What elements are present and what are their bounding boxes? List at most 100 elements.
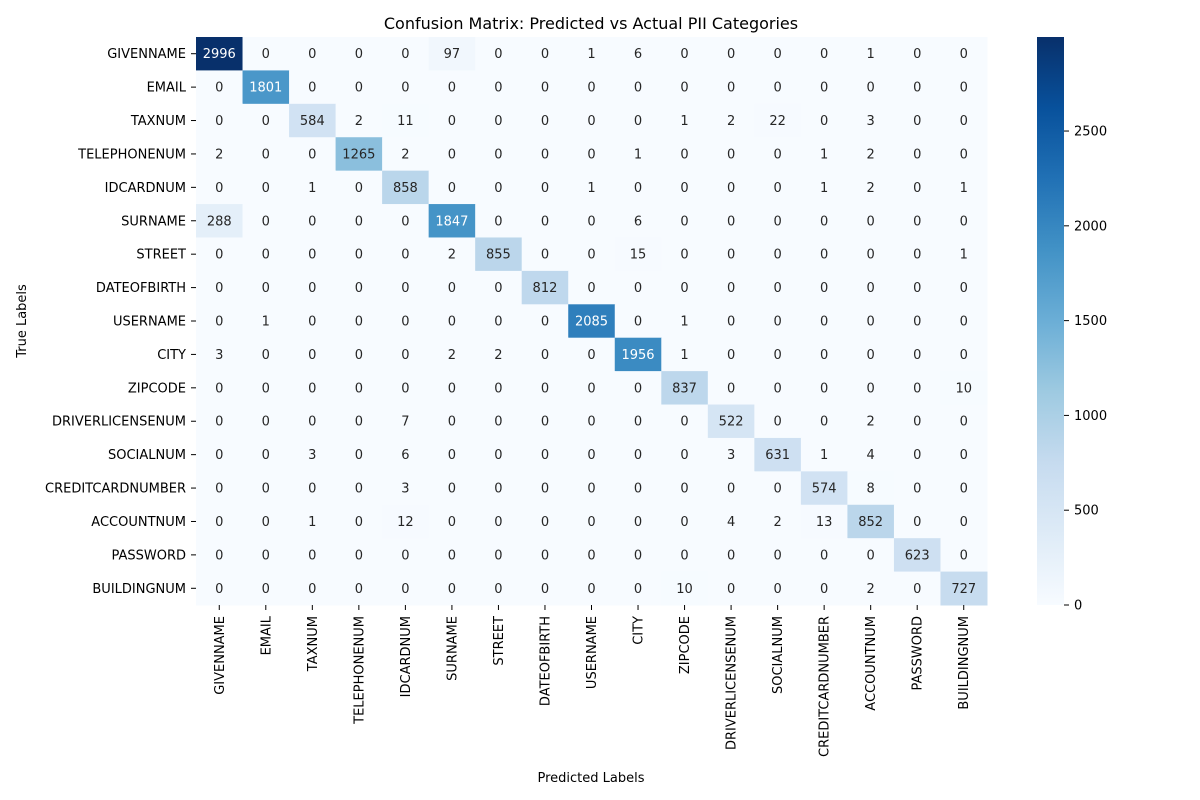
cell-value-label: 0 — [541, 47, 549, 62]
cell-value-label: 0 — [262, 482, 270, 497]
cell-value-label: 1 — [587, 47, 595, 62]
heatmap-cell — [847, 170, 895, 205]
heatmap-cell — [382, 437, 430, 472]
heatmap-cell — [847, 304, 895, 339]
heatmap-cell — [382, 137, 430, 172]
cell-value-label: 0 — [448, 448, 456, 463]
heatmap-cell — [614, 304, 662, 339]
heatmap-cell — [475, 237, 523, 272]
cell-value-label: 97 — [444, 47, 461, 62]
heatmap-cell — [614, 471, 662, 506]
heatmap-cell — [335, 404, 383, 439]
heatmap-cell — [475, 204, 523, 238]
cell-value-label: 0 — [727, 248, 735, 263]
heatmap-cell — [940, 504, 988, 539]
cell-value-label: 0 — [913, 181, 921, 196]
cell-value-label: 0 — [262, 348, 270, 363]
heatmap-cell — [428, 270, 476, 305]
heatmap-cell — [707, 504, 755, 539]
cell-value-label: 0 — [587, 482, 595, 497]
cell-value-label: 0 — [867, 214, 875, 229]
cell-value-label: 0 — [960, 448, 968, 463]
heatmap-cell — [521, 37, 569, 71]
heatmap-cell — [475, 471, 523, 506]
x-tick-label: PASSWORD — [911, 616, 926, 691]
cell-value-label: 0 — [215, 281, 223, 296]
cell-value-label: 0 — [913, 415, 921, 430]
cell-value-label: 0 — [401, 348, 409, 363]
cell-value-label: 0 — [541, 348, 549, 363]
cell-value-label: 1 — [960, 181, 968, 196]
cell-value-label: 1 — [820, 147, 828, 162]
heatmap-cell — [196, 137, 244, 172]
cell-value-label: 0 — [587, 114, 595, 129]
y-tick-label: DRIVERLICENSENUM — [52, 415, 186, 430]
x-tick-label: USERNAME — [585, 616, 600, 689]
cell-value-label: 2 — [494, 348, 502, 363]
cell-value-label: 0 — [308, 548, 316, 563]
heatmap-cell — [289, 337, 337, 372]
y-tick-label: ACCOUNTNUM — [91, 515, 186, 530]
cell-value-label: 0 — [680, 482, 688, 497]
cell-value-label: 0 — [960, 147, 968, 162]
cell-value-label: 0 — [587, 548, 595, 563]
cell-value-label: 288 — [207, 214, 232, 229]
cell-value-label: 0 — [308, 415, 316, 430]
heatmap-cell — [847, 571, 895, 606]
heatmap-cell — [800, 504, 848, 539]
heatmap-cell — [614, 204, 662, 238]
cell-value-label: 0 — [448, 114, 456, 129]
cell-value-label: 852 — [858, 515, 883, 530]
heatmap-cell — [614, 504, 662, 539]
cell-value-label: 6 — [634, 214, 642, 229]
heatmap-cell — [568, 404, 616, 439]
heatmap-cell — [754, 371, 802, 406]
x-axis-label: Predicted Labels — [537, 771, 644, 786]
heatmap-cell — [847, 404, 895, 439]
cell-value-label: 2996 — [203, 47, 236, 62]
heatmap-cell — [335, 137, 383, 172]
y-tick-label: IDCARDNUM — [105, 181, 186, 196]
heatmap-cell — [289, 404, 337, 439]
cell-value-label: 0 — [913, 482, 921, 497]
heatmap-cell — [847, 504, 895, 539]
cell-value-label: 0 — [541, 214, 549, 229]
cell-value-label: 0 — [541, 381, 549, 396]
heatmap-cell — [754, 204, 802, 238]
y-tick-labels: GIVENNAME EMAIL TAXNUM TELEPHONENUM IDCARDNU… — [45, 47, 196, 597]
cell-value-label: 0 — [727, 548, 735, 563]
cell-value-label: 0 — [541, 181, 549, 196]
cell-value-label: 13 — [816, 515, 833, 530]
heatmap-cell — [428, 337, 476, 372]
cell-value-label: 0 — [960, 315, 968, 330]
cell-value-label: 0 — [494, 315, 502, 330]
cell-value-label: 0 — [913, 448, 921, 463]
cell-value-label: 0 — [820, 248, 828, 263]
cell-value-label: 0 — [867, 315, 875, 330]
heatmap-cell — [289, 371, 337, 406]
heatmap-cell — [521, 437, 569, 472]
x-tick-label: GIVENNAME — [213, 616, 228, 695]
heatmap-cell — [568, 504, 616, 539]
cell-value-label: 0 — [867, 81, 875, 96]
cell-value-label: 522 — [719, 415, 744, 430]
cell-value-label: 0 — [262, 548, 270, 563]
heatmap-cell — [940, 70, 988, 105]
heatmap-cell — [242, 404, 290, 439]
cell-value-label: 0 — [727, 47, 735, 62]
heatmap-cell — [428, 471, 476, 506]
y-tick-label: TAXNUM — [130, 114, 186, 129]
cell-value-label: 0 — [913, 348, 921, 363]
x-tick-label: EMAIL — [259, 615, 274, 655]
heatmap-cell — [893, 304, 941, 339]
heatmap-cell — [661, 103, 709, 138]
cell-value-label: 0 — [960, 482, 968, 497]
heatmap-cell — [428, 237, 476, 272]
heatmap-cell — [940, 103, 988, 138]
heatmap-cell — [335, 103, 383, 138]
cell-value-label: 727 — [951, 582, 976, 597]
heatmap-cell — [568, 538, 616, 573]
heatmap-cell — [893, 103, 941, 138]
heatmap-cell — [568, 37, 616, 71]
cell-value-label: 0 — [727, 482, 735, 497]
